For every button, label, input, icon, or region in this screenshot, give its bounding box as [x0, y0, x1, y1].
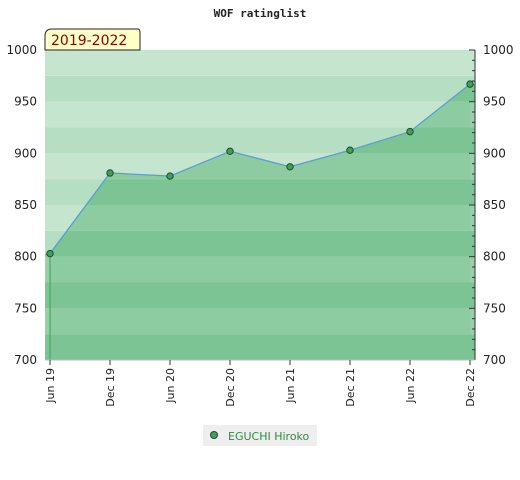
band — [45, 127, 475, 154]
y-tick-label-right: 900 — [483, 146, 506, 160]
data-point — [106, 169, 114, 177]
band — [45, 50, 475, 76]
y-tick-label-left: 800 — [14, 250, 37, 264]
data-point — [226, 147, 234, 155]
series-area — [50, 84, 470, 360]
y-tick-label-left: 1000 — [6, 43, 37, 57]
x-tick-label: Jun 22 — [404, 368, 417, 404]
y-tick-label-right: 750 — [483, 301, 506, 315]
data-point — [346, 146, 354, 154]
band — [45, 334, 475, 360]
y-tick-label-right: 950 — [483, 95, 506, 109]
legend-label: EGUCHI Hiroko — [228, 430, 310, 443]
y-axis-right: 700 750 800 850 900 950 1000 — [469, 43, 514, 367]
x-tick-label: Jun 20 — [164, 368, 177, 404]
y-tick-label-left: 900 — [14, 146, 37, 160]
x-tick-label: Dec 22 — [464, 368, 477, 407]
area-above-mask — [45, 50, 475, 254]
band — [45, 179, 475, 205]
data-point — [46, 249, 54, 258]
data-point — [406, 127, 414, 136]
data-point — [166, 172, 174, 180]
y-tick-label-right: 850 — [483, 198, 506, 212]
x-tick-label: Jun 19 — [44, 368, 57, 404]
y-tick-label-right: 1000 — [483, 43, 514, 57]
series-line — [49, 83, 471, 254]
y-tick-label-left: 700 — [14, 353, 37, 367]
y-axis-left: 700 750 800 850 900 950 1000 — [6, 43, 37, 367]
x-tick-label: Dec 20 — [224, 368, 237, 407]
band — [45, 75, 475, 102]
chart-title: WOF ratinglist — [214, 7, 307, 20]
band — [45, 205, 475, 231]
x-tick-label: Dec 21 — [344, 368, 357, 407]
band — [45, 308, 475, 335]
x-tick-label: Dec 19 — [104, 368, 117, 407]
band — [45, 101, 475, 128]
data-point — [286, 163, 294, 171]
band — [45, 153, 475, 180]
y-tick-label-left: 850 — [14, 198, 37, 212]
period-badge: 2019-2022 — [44, 28, 141, 51]
legend[interactable]: EGUCHI Hiroko — [203, 425, 317, 446]
x-tick-label: Jun 21 — [284, 368, 297, 404]
y-tick-label-left: 750 — [14, 301, 37, 315]
plot-area — [45, 50, 475, 360]
band — [45, 256, 475, 283]
period-label: 2019-2022 — [51, 33, 127, 49]
x-axis: Jun 19 Dec 19 Jun 20 Dec 20 Jun 21 Dec 21 Jun … — [44, 359, 477, 407]
band — [45, 230, 475, 257]
legend-marker — [210, 431, 218, 439]
y-tick-label-left: 950 — [14, 95, 37, 109]
data-point — [466, 80, 474, 88]
y-tick-label-right: 700 — [483, 353, 506, 367]
y-tick-label-right: 800 — [483, 250, 506, 264]
band — [45, 282, 475, 309]
